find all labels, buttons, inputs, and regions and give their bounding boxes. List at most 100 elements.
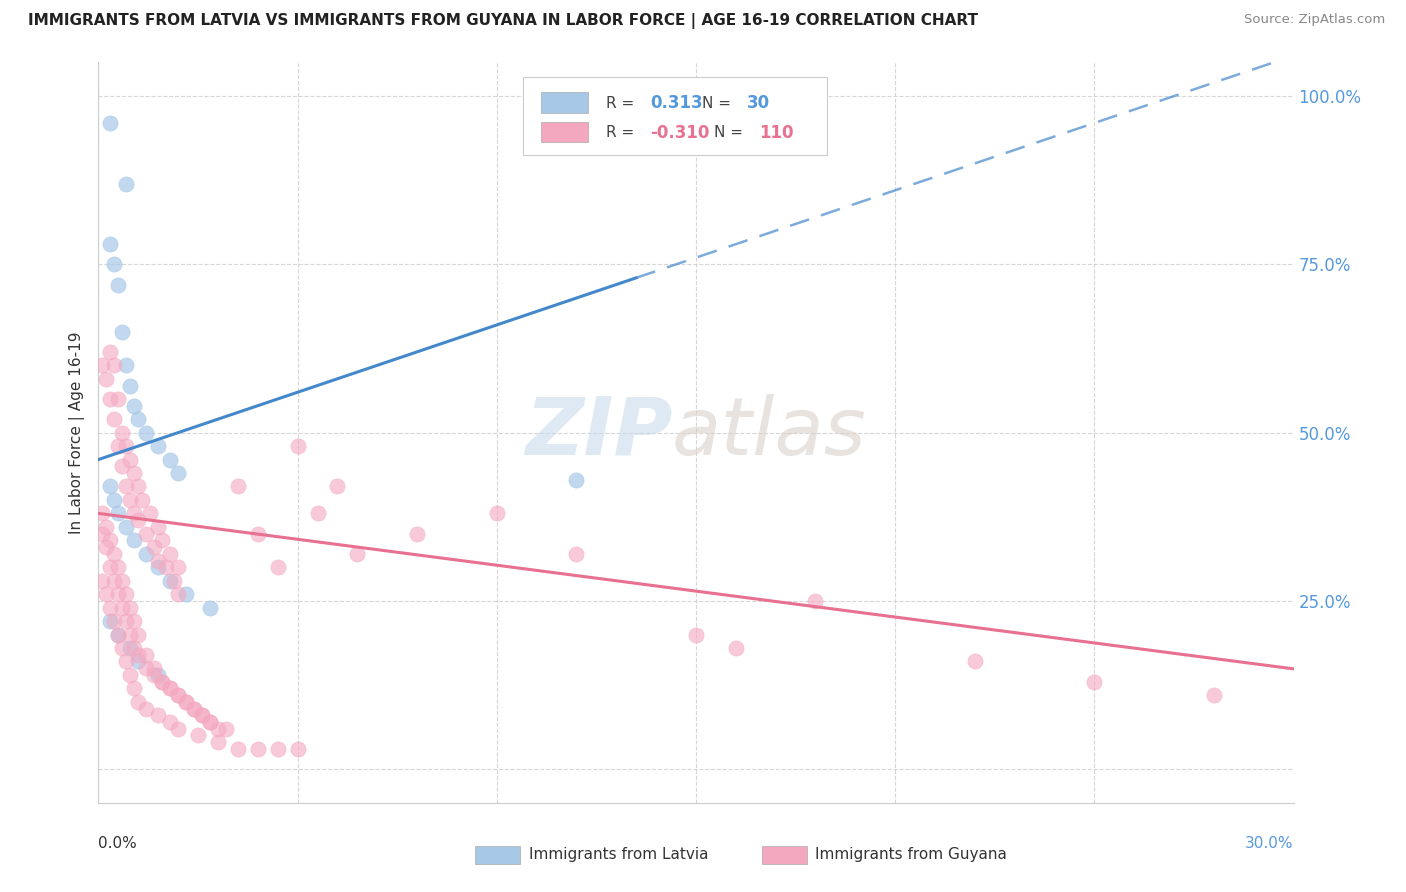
Point <box>120 600 142 615</box>
Point <box>98 116 122 130</box>
Point <box>107 560 129 574</box>
Point <box>111 425 134 440</box>
Point <box>98 600 122 615</box>
Point <box>127 627 149 641</box>
Point <box>148 708 170 723</box>
Point <box>267 560 290 574</box>
Point <box>148 553 170 567</box>
Point <box>111 600 134 615</box>
Point <box>287 439 309 453</box>
Point <box>1202 688 1225 702</box>
Point <box>124 681 146 696</box>
Point <box>246 742 269 756</box>
Point <box>226 742 249 756</box>
Point <box>485 507 508 521</box>
Point <box>159 681 181 696</box>
Point <box>346 547 368 561</box>
Point <box>107 277 129 292</box>
FancyBboxPatch shape <box>762 846 807 864</box>
Point <box>148 520 170 534</box>
Point <box>135 648 157 662</box>
Point <box>91 359 114 373</box>
Point <box>246 526 269 541</box>
Point <box>120 452 142 467</box>
Point <box>96 372 118 386</box>
Point <box>120 640 142 655</box>
Text: N =: N = <box>702 95 735 111</box>
Point <box>124 466 146 480</box>
Text: 110: 110 <box>759 124 794 142</box>
Point <box>98 614 122 628</box>
Point <box>120 668 142 682</box>
Point <box>115 520 138 534</box>
Text: ZIP: ZIP <box>524 393 672 472</box>
Text: 0.313: 0.313 <box>651 95 703 112</box>
Point <box>127 655 149 669</box>
Point <box>120 378 142 392</box>
Point <box>115 177 138 191</box>
Point <box>120 492 142 507</box>
Text: 30.0%: 30.0% <box>1246 836 1294 851</box>
Point <box>724 640 747 655</box>
Point <box>124 614 146 628</box>
Point <box>174 695 197 709</box>
Point <box>111 574 134 588</box>
Point <box>167 688 190 702</box>
Point <box>115 439 138 453</box>
Point <box>135 526 157 541</box>
FancyBboxPatch shape <box>541 121 589 143</box>
Point <box>159 574 181 588</box>
Point <box>91 526 114 541</box>
Y-axis label: In Labor Force | Age 16-19: In Labor Force | Age 16-19 <box>69 331 86 534</box>
Point <box>155 560 177 574</box>
Point <box>207 722 229 736</box>
Point <box>103 547 125 561</box>
Text: R =: R = <box>606 125 640 140</box>
Point <box>115 359 138 373</box>
Point <box>111 325 134 339</box>
Point <box>565 547 588 561</box>
FancyBboxPatch shape <box>475 846 520 864</box>
Point <box>91 574 114 588</box>
Point <box>406 526 429 541</box>
Text: Immigrants from Guyana: Immigrants from Guyana <box>815 847 1007 863</box>
Point <box>98 533 122 548</box>
Point <box>167 688 190 702</box>
Point <box>124 507 146 521</box>
Text: 30: 30 <box>748 95 770 112</box>
Point <box>198 714 221 729</box>
Point <box>98 237 122 252</box>
Text: Source: ZipAtlas.com: Source: ZipAtlas.com <box>1244 13 1385 27</box>
Point <box>107 627 129 641</box>
Point <box>159 452 181 467</box>
Point <box>226 479 249 493</box>
FancyBboxPatch shape <box>541 92 589 112</box>
Text: N =: N = <box>714 125 748 140</box>
Point <box>103 614 125 628</box>
Point <box>111 640 134 655</box>
Point <box>103 412 125 426</box>
Point <box>107 587 129 601</box>
Point <box>150 674 173 689</box>
Text: R =: R = <box>606 95 640 111</box>
Point <box>135 701 157 715</box>
Point <box>135 661 157 675</box>
Point <box>174 587 197 601</box>
Point <box>103 492 125 507</box>
Text: IMMIGRANTS FROM LATVIA VS IMMIGRANTS FROM GUYANA IN LABOR FORCE | AGE 16-19 CORR: IMMIGRANTS FROM LATVIA VS IMMIGRANTS FRO… <box>28 13 979 29</box>
Point <box>131 492 153 507</box>
Point <box>135 425 157 440</box>
Point <box>148 668 170 682</box>
Point <box>159 714 181 729</box>
Point <box>215 722 238 736</box>
Text: -0.310: -0.310 <box>651 124 710 142</box>
Point <box>167 722 190 736</box>
Point <box>307 507 329 521</box>
Point <box>139 507 162 521</box>
Point <box>183 701 205 715</box>
Point <box>124 533 146 548</box>
Point <box>107 507 129 521</box>
Point <box>107 627 129 641</box>
Point <box>167 466 190 480</box>
Point <box>143 668 166 682</box>
